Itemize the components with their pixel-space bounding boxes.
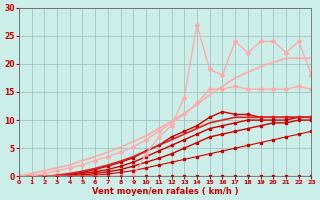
X-axis label: Vent moyen/en rafales ( km/h ): Vent moyen/en rafales ( km/h )	[92, 187, 238, 196]
